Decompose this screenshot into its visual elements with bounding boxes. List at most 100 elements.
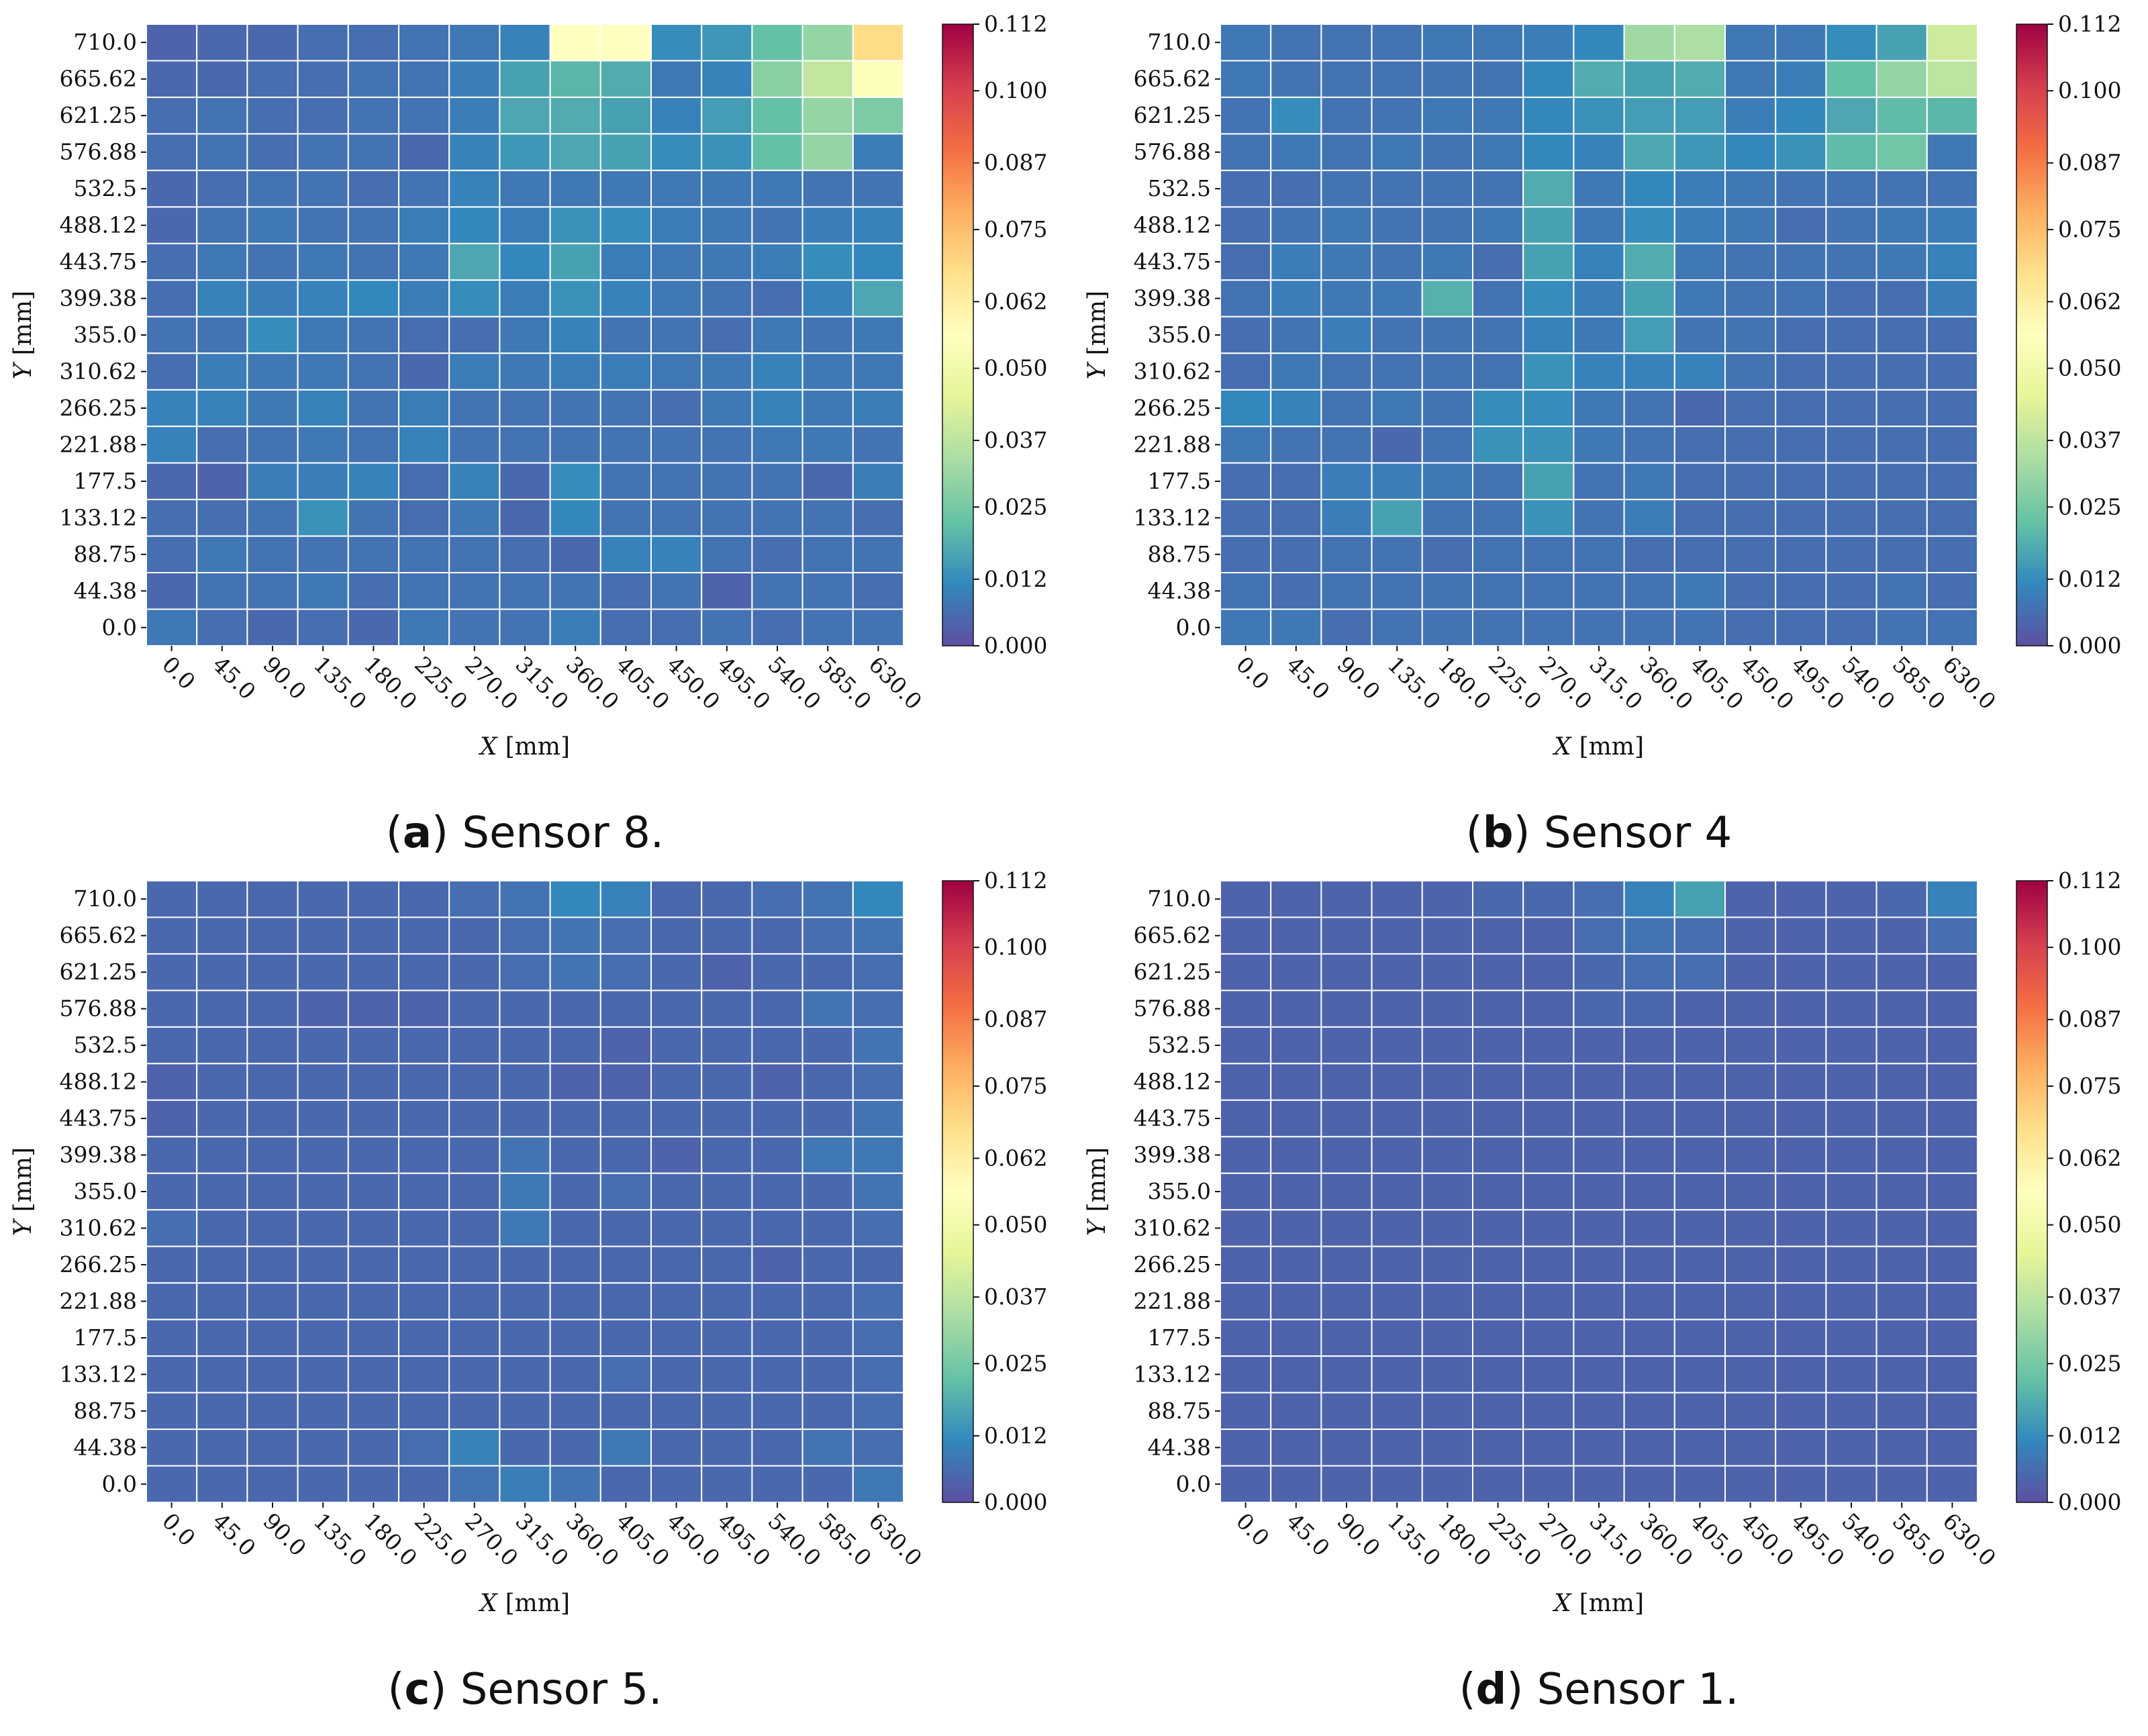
heatmap-cell [1220, 96, 1272, 135]
heatmap-cell [1573, 535, 1625, 574]
heatmap-cell [347, 1465, 399, 1504]
heatmap-cell [650, 1392, 703, 1431]
y-tick-label: 710.0 [1148, 29, 1211, 55]
heatmap-cell [398, 880, 450, 918]
heatmap-cell [347, 880, 399, 918]
heatmap-cell [1623, 96, 1675, 135]
heatmap-cell [1623, 1136, 1675, 1174]
heatmap-cell [1673, 462, 1726, 501]
heatmap-cell [1825, 880, 1877, 918]
heatmap-cell [246, 990, 299, 1028]
x-tick-label: 495.0 [1786, 651, 1849, 714]
heatmap-cell [599, 1282, 652, 1320]
heatmap-cell [1825, 916, 1877, 955]
heatmap-cell [852, 1245, 905, 1284]
y-tick-label: 0.0 [102, 1471, 137, 1497]
x-tick-label: 585.0 [1888, 1508, 1951, 1571]
x-tick-label: 225.0 [1483, 651, 1547, 714]
heatmap-cell [1875, 1355, 1928, 1394]
x-tick-label: 450.0 [662, 1508, 725, 1571]
heatmap-cell [1421, 96, 1474, 135]
heatmap-cell [1320, 1392, 1373, 1431]
heatmap-cell [1724, 572, 1777, 610]
heatmap-cell [246, 916, 299, 955]
heatmap-cell [1220, 133, 1272, 171]
heatmap-cell [1522, 1026, 1575, 1065]
heatmap-cell [1673, 1026, 1726, 1065]
heatmap-cell [398, 1318, 450, 1357]
x-tick-label: 585.0 [814, 1508, 877, 1571]
heatmap-cell [1522, 1136, 1575, 1174]
y-tick-label: 221.88 [60, 431, 137, 457]
heatmap-cell [549, 389, 601, 428]
heatmap-cell [852, 1392, 905, 1431]
heatmap-cell [801, 206, 854, 244]
heatmap-cell [448, 1282, 501, 1320]
heatmap-cell [146, 206, 198, 244]
heatmap-cell [499, 1355, 551, 1394]
caption-close-paren: ) [430, 1665, 460, 1715]
heatmap-cell [398, 169, 450, 208]
colorbar-tick-label: 0.087 [984, 1006, 1047, 1032]
x-tick-label: 540.0 [763, 651, 826, 714]
heatmap-cell [1724, 279, 1777, 318]
heatmap-cell [1270, 1063, 1322, 1101]
heatmap-cell [549, 499, 601, 537]
caption-close-paren: ) [432, 808, 462, 858]
y-axis-var: Y [9, 1218, 37, 1236]
heatmap-cell [1371, 916, 1423, 955]
heatmap-cell [801, 1355, 854, 1394]
heatmap-cell [1724, 462, 1777, 501]
heatmap-cell [599, 953, 652, 992]
x-tick-label: 360.0 [1635, 1508, 1698, 1571]
heatmap-cell [398, 1282, 450, 1320]
heatmap-cell [1623, 462, 1675, 501]
heatmap-cell [701, 1465, 753, 1504]
heatmap-cell [1573, 880, 1625, 918]
y-tick-label: 710.0 [74, 885, 137, 912]
heatmap-cell [1926, 279, 1979, 318]
y-axis-label: Y [mm] [1083, 1147, 1111, 1236]
heatmap-cell [246, 880, 299, 918]
heatmap-cell [549, 1318, 601, 1357]
heatmap-cell [701, 279, 753, 318]
heatmap-cell [549, 1172, 601, 1211]
heatmap-cell [1875, 572, 1928, 610]
heatmap-cell [1926, 206, 1979, 244]
heatmap-cell [1926, 1063, 1979, 1101]
heatmap-cell [146, 1172, 198, 1211]
heatmap-cell [1421, 1172, 1474, 1211]
heatmap-cell [1522, 535, 1575, 574]
y-tick-label: 133.12 [1134, 1361, 1211, 1387]
heatmap-cell [801, 242, 854, 281]
heatmap-cell [196, 60, 248, 98]
heatmap-cell [549, 242, 601, 281]
heatmap-cell [801, 389, 854, 428]
heatmap-cell [1421, 169, 1474, 208]
heatmap-cell [1270, 389, 1322, 428]
colorbar-tick-label: 0.000 [984, 1489, 1047, 1515]
heatmap-cell [549, 1099, 601, 1138]
colorbar-tick-label: 0.025 [2058, 493, 2121, 520]
heatmap-cell [801, 1172, 854, 1211]
heatmap-cell [701, 1392, 753, 1431]
x-tick-label: 630.0 [864, 651, 927, 714]
heatmap-cell [549, 133, 601, 171]
heatmap-cell [1320, 1063, 1373, 1101]
heatmap-cell [1724, 389, 1777, 428]
y-tick-label: 621.25 [1134, 959, 1211, 985]
heatmap-cell [1522, 206, 1575, 244]
heatmap-cell [599, 608, 652, 647]
heatmap-cell [1825, 1209, 1877, 1247]
heatmap-cell [1724, 1172, 1777, 1211]
heatmap-cell [146, 1392, 198, 1431]
heatmap-cell [499, 535, 551, 574]
heatmap-cell [701, 316, 753, 354]
heatmap-cell [599, 535, 652, 574]
heatmap-cell [1421, 1282, 1474, 1320]
heatmap-cell [1421, 1245, 1474, 1284]
y-tick-label: 488.12 [1134, 212, 1211, 238]
heatmap-cell [701, 535, 753, 574]
heatmap-cell [196, 242, 248, 281]
heatmap-cell [1875, 23, 1928, 62]
